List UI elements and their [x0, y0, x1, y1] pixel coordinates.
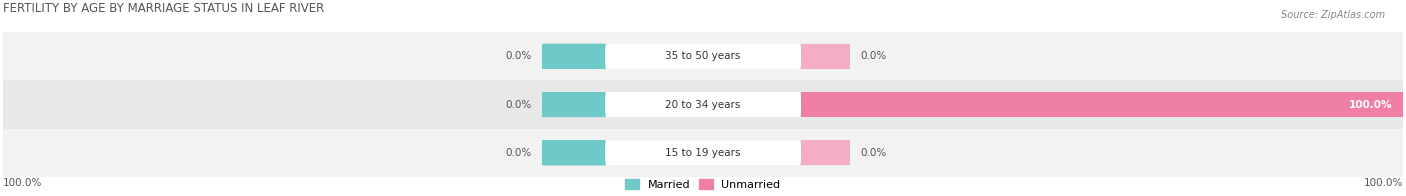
- Bar: [3, 32, 1403, 80]
- FancyBboxPatch shape: [605, 140, 801, 165]
- Bar: [3, 80, 1403, 129]
- FancyBboxPatch shape: [541, 44, 546, 69]
- FancyBboxPatch shape: [1402, 92, 1403, 117]
- FancyBboxPatch shape: [605, 44, 801, 69]
- Bar: [801, 92, 1403, 117]
- Text: Source: ZipAtlas.com: Source: ZipAtlas.com: [1281, 10, 1385, 20]
- Text: FERTILITY BY AGE BY MARRIAGE STATUS IN LEAF RIVER: FERTILITY BY AGE BY MARRIAGE STATUS IN L…: [3, 2, 323, 15]
- Bar: [801, 140, 851, 165]
- Text: 20 to 34 years: 20 to 34 years: [665, 100, 741, 110]
- Bar: [3, 129, 1403, 177]
- Text: 0.0%: 0.0%: [860, 148, 887, 158]
- Text: 100.0%: 100.0%: [1364, 178, 1403, 188]
- Text: 15 to 19 years: 15 to 19 years: [665, 148, 741, 158]
- Bar: [541, 44, 605, 69]
- Text: 0.0%: 0.0%: [505, 148, 531, 158]
- Text: 0.0%: 0.0%: [505, 51, 531, 61]
- Text: 100.0%: 100.0%: [3, 178, 42, 188]
- FancyBboxPatch shape: [605, 92, 801, 117]
- Bar: [541, 92, 605, 117]
- Text: 35 to 50 years: 35 to 50 years: [665, 51, 741, 61]
- FancyBboxPatch shape: [541, 92, 607, 117]
- Bar: [801, 44, 851, 69]
- FancyBboxPatch shape: [541, 92, 546, 117]
- FancyBboxPatch shape: [541, 44, 851, 69]
- FancyBboxPatch shape: [541, 140, 607, 165]
- FancyBboxPatch shape: [541, 44, 607, 69]
- Text: 100.0%: 100.0%: [1350, 100, 1393, 110]
- Bar: [541, 140, 605, 165]
- FancyBboxPatch shape: [541, 92, 1403, 117]
- FancyBboxPatch shape: [541, 140, 851, 165]
- Legend: Married, Unmarried: Married, Unmarried: [621, 175, 785, 194]
- Text: 0.0%: 0.0%: [505, 100, 531, 110]
- FancyBboxPatch shape: [541, 140, 546, 165]
- Text: 0.0%: 0.0%: [860, 51, 887, 61]
